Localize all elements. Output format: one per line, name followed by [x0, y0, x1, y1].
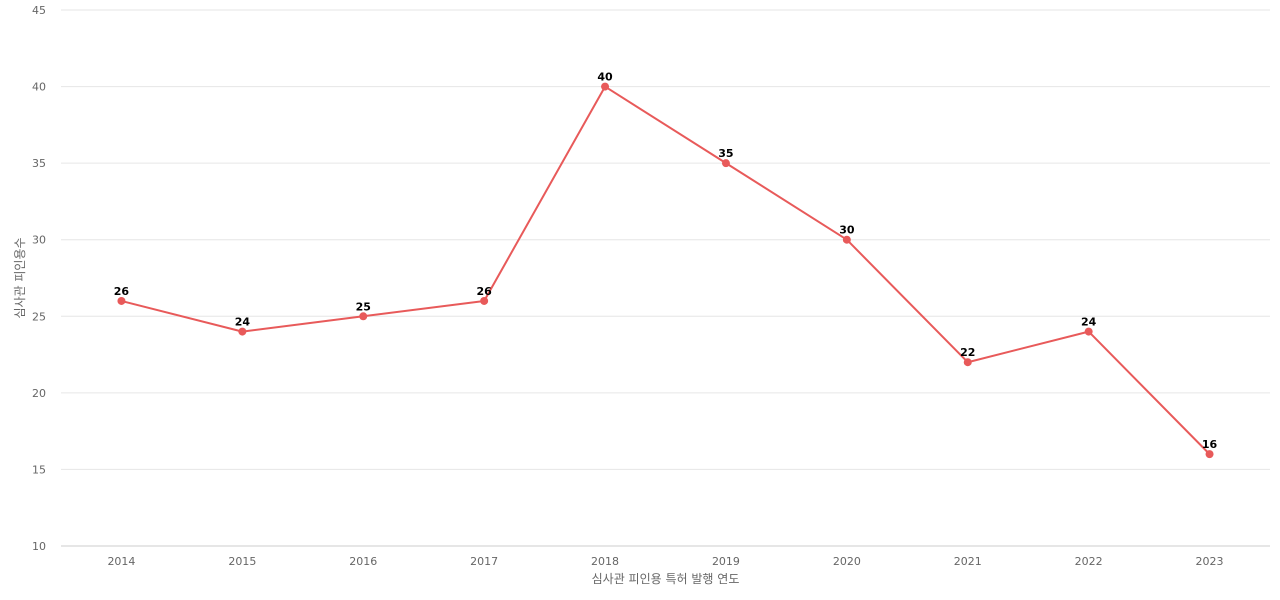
- data-labels: 26 24 25 26 40 35 30 22 24 16: [114, 71, 1218, 452]
- data-point-2020[interactable]: [842, 235, 851, 244]
- x-axis-tick-labels: 2014 2015 2016 2017 2018 2019 2020 2021 2022 2023: [107, 555, 1223, 568]
- y-tick-label-40: 40: [32, 81, 46, 94]
- y-tick-label-30: 30: [32, 234, 46, 247]
- data-label-2014: 26: [114, 285, 130, 298]
- y-axis-tick-labels: 10 15 20 25 30 35 40 45: [32, 4, 46, 553]
- x-tick-label-2016: 2016: [349, 555, 377, 568]
- data-point-2022[interactable]: [1084, 327, 1093, 336]
- data-label-2023: 16: [1202, 438, 1218, 451]
- data-label-2018: 40: [597, 71, 613, 84]
- x-tick-label-2017: 2017: [470, 555, 498, 568]
- data-label-2016: 25: [356, 300, 371, 313]
- grid-lines: [61, 9, 1270, 470]
- y-axis-title: 심사관 피인용수: [13, 237, 27, 318]
- x-tick-label-2018: 2018: [591, 555, 619, 568]
- data-label-2021: 22: [960, 346, 975, 359]
- x-tick-label-2020: 2020: [833, 555, 861, 568]
- y-tick-label-45: 45: [32, 4, 46, 17]
- data-label-2019: 35: [718, 147, 733, 160]
- x-tick-label-2021: 2021: [954, 555, 982, 568]
- x-tick-label-2019: 2019: [712, 555, 740, 568]
- x-axis-title: 심사관 피인용 특허 발행 연도: [592, 571, 740, 586]
- data-label-2022: 24: [1081, 316, 1097, 329]
- x-tick-label-2015: 2015: [228, 555, 256, 568]
- x-tick-label-2023: 2023: [1196, 555, 1224, 568]
- data-point-2018[interactable]: [601, 82, 610, 91]
- y-tick-label-25: 25: [32, 310, 46, 323]
- series-line-0: [121, 85, 1211, 455]
- data-point-2019[interactable]: [721, 159, 730, 168]
- y-tick-label-35: 35: [32, 157, 46, 170]
- data-point-2016[interactable]: [359, 312, 368, 321]
- data-point-2023[interactable]: [1205, 450, 1214, 459]
- data-point-2014[interactable]: [117, 296, 126, 305]
- y-tick-label-15: 15: [32, 463, 46, 476]
- x-tick-label-2014: 2014: [107, 555, 135, 568]
- series-layer: [117, 82, 1214, 459]
- data-label-2020: 30: [839, 224, 855, 237]
- data-label-2017: 26: [476, 285, 492, 298]
- data-point-2017[interactable]: [480, 296, 489, 305]
- y-tick-label-10: 10: [32, 540, 46, 553]
- x-tick-label-2022: 2022: [1075, 555, 1103, 568]
- data-label-2015: 24: [235, 316, 251, 329]
- y-tick-label-20: 20: [32, 387, 46, 400]
- data-point-2021[interactable]: [963, 358, 972, 367]
- data-point-2015[interactable]: [238, 327, 247, 336]
